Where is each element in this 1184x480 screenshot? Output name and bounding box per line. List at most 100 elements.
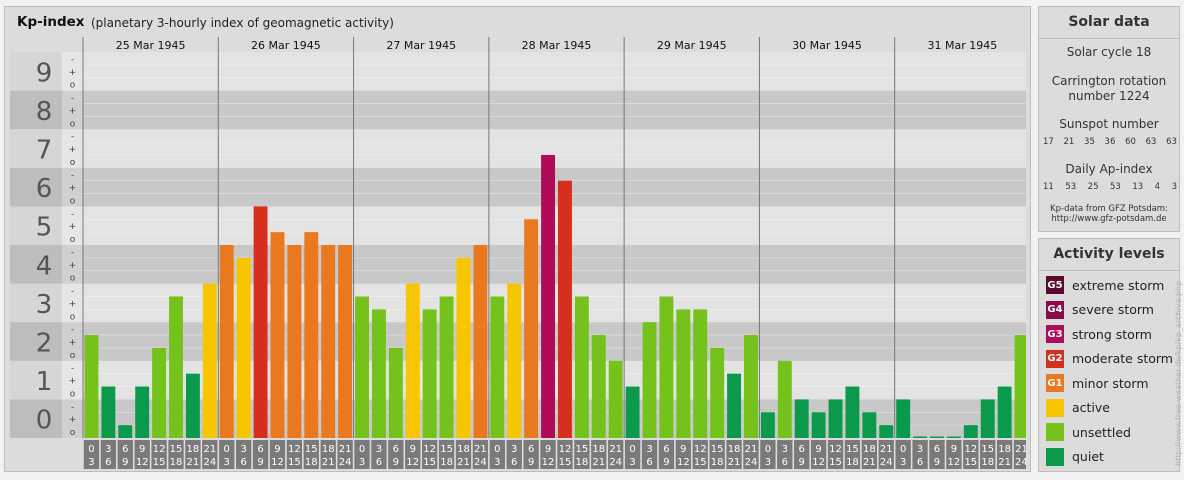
interval-end-label: 18 (981, 457, 994, 468)
kp-bar (980, 399, 995, 438)
interval-tile (641, 440, 658, 469)
interval-start-label: 0 (765, 444, 771, 455)
sunspot-value: 21 (1063, 137, 1075, 147)
kp-bar (963, 425, 978, 438)
interval-start-label: 21 (339, 444, 352, 455)
kp-bar (253, 206, 268, 438)
interval-tile (388, 440, 404, 469)
kp-bar (879, 425, 894, 438)
interval-tile (861, 440, 878, 469)
interval-start-label: 3 (376, 444, 382, 455)
interval-tile (996, 440, 1013, 469)
interval-end-label: 24 (474, 457, 487, 468)
interval-start-label: 6 (257, 444, 263, 455)
y-subaxis-cell (62, 52, 83, 91)
interval-end-label: 21 (728, 457, 741, 468)
interval-start-label: 3 (917, 444, 923, 455)
interval-start-label: 18 (728, 444, 741, 455)
y-sub-label: + (69, 377, 77, 387)
data-source-link[interactable]: http://www.gfz-potsdam.de (1051, 214, 1167, 224)
legend-label: moderate storm (1072, 351, 1173, 366)
y-tick-label: 6 (36, 174, 53, 204)
interval-tile (472, 440, 489, 469)
legend-swatch (1046, 398, 1064, 417)
interval-end-label: 9 (528, 457, 534, 468)
y-sub-label: + (69, 106, 77, 116)
interval-tile (185, 440, 201, 469)
interval-start-label: 21 (745, 444, 758, 455)
interval-end-label: 18 (305, 457, 318, 468)
y-subaxis-cell (62, 360, 83, 400)
interval-start-label: 12 (423, 444, 436, 455)
kp-bar (101, 386, 116, 438)
interval-start-label: 6 (122, 444, 128, 455)
interval-start-label: 6 (528, 444, 534, 455)
legend-item: G5 extreme storm (1046, 275, 1164, 295)
interval-tile (371, 440, 387, 469)
interval-start-label: 12 (288, 444, 301, 455)
interval-end-label: 15 (694, 457, 707, 468)
legend-item: unsettled (1046, 422, 1131, 442)
interval-end-label: 9 (799, 457, 805, 468)
interval-tile (202, 440, 218, 469)
y-sub-label: + (69, 145, 77, 155)
interval-start-label: 18 (187, 444, 200, 455)
interval-tile (405, 440, 421, 469)
kp-bar (236, 257, 251, 438)
interval-end-label: 21 (187, 457, 200, 468)
ap-value: 11 (1043, 182, 1054, 192)
kp-bar (169, 296, 183, 438)
interval-tile (709, 440, 725, 469)
kp-bar (591, 335, 606, 438)
interval-end-label: 9 (393, 457, 399, 468)
interval-start-label: 12 (829, 444, 842, 455)
interval-end-label: 9 (257, 457, 263, 468)
interval-tile (1013, 440, 1026, 469)
kp-bar (135, 386, 150, 438)
y-sub-label: o (70, 351, 76, 361)
interval-end-label: 12 (677, 457, 690, 468)
y-sub-label: - (71, 248, 74, 258)
y-sub-label: o (70, 235, 76, 245)
interval-end-label: 24 (880, 457, 893, 468)
sunspot-value: 63 (1145, 137, 1157, 147)
kp-bar (524, 219, 539, 438)
y-subaxis-cell (62, 399, 83, 438)
interval-start-label: 18 (322, 444, 335, 455)
kp-bar (202, 283, 217, 438)
kp-bar (760, 412, 775, 438)
interval-tile (422, 440, 438, 469)
interval-start-label: 15 (170, 444, 183, 455)
y-sub-label: + (69, 338, 77, 348)
interval-tile (692, 440, 708, 469)
interval-tile (895, 440, 911, 469)
legend-item: G2 moderate storm (1046, 349, 1173, 369)
interval-end-label: 6 (917, 457, 923, 468)
y-sub-label: + (69, 261, 77, 271)
kp-bar-chart: 0123456789o+-o+-o+-o+-o+-o+-o+-o+-o+-o+-… (10, 37, 1026, 469)
interval-start-label: 0 (224, 444, 230, 455)
interval-start-label: 21 (1015, 444, 1026, 455)
y-sub-label: + (69, 415, 77, 425)
ap-value: 53 (1109, 182, 1121, 192)
interval-end-label: 12 (136, 457, 149, 468)
kp-bar (946, 436, 961, 438)
interval-start-label: 0 (494, 444, 500, 455)
kp-bar (473, 245, 488, 438)
interval-tile (658, 440, 675, 469)
kp-bar (710, 347, 725, 438)
interval-tile (827, 440, 844, 469)
interval-start-label: 12 (694, 444, 707, 455)
kp-bar (828, 399, 843, 438)
day-label: 27 Mar 1945 (386, 39, 456, 52)
kp-bar (558, 180, 572, 438)
interval-end-label: 12 (948, 457, 961, 468)
kp-bar (338, 245, 353, 438)
chart-title: Kp-index (17, 14, 85, 30)
interval-end-label: 24 (203, 457, 216, 468)
legend-label: severe storm (1072, 302, 1154, 317)
interval-tile (810, 440, 827, 469)
interval-start-label: 3 (782, 444, 788, 455)
interval-end-label: 21 (863, 457, 876, 468)
kp-bar (118, 425, 133, 438)
